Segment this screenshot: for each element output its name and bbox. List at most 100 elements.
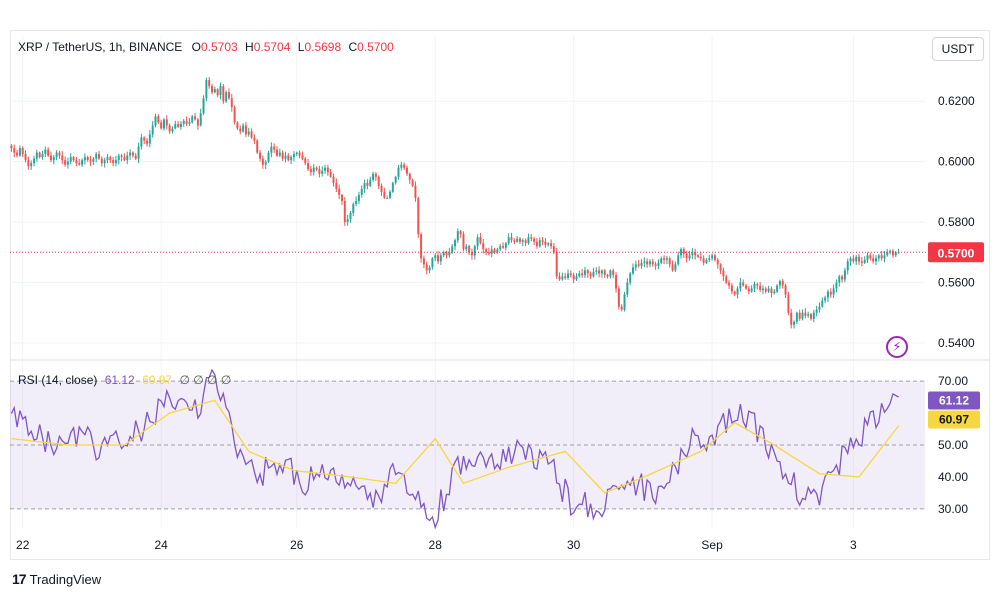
- candle-body: [665, 258, 668, 260]
- candle-body: [829, 291, 832, 295]
- candle: [318, 165, 321, 178]
- candle: [315, 166, 318, 172]
- candle-body: [98, 154, 100, 159]
- candle: [52, 154, 55, 165]
- candle-body: [21, 148, 24, 155]
- candle-body: [753, 283, 756, 289]
- candle-body: [24, 154, 27, 161]
- rsi-value: 61.12: [104, 373, 135, 387]
- candle-body: [72, 157, 75, 161]
- candle-body: [739, 282, 742, 289]
- candle-body: [617, 288, 620, 307]
- candle: [21, 146, 24, 157]
- candle-body: [309, 169, 312, 173]
- candle-body: [858, 256, 861, 262]
- candle-body: [592, 271, 595, 277]
- candle: [742, 279, 745, 287]
- candle: [301, 151, 304, 161]
- candle-body: [112, 160, 115, 164]
- candle: [216, 88, 219, 98]
- rsi-tick-label: 70.00: [938, 374, 968, 388]
- candle-body: [343, 200, 346, 223]
- candle-body: [810, 314, 812, 319]
- candle: [891, 249, 894, 258]
- candle-body: [47, 149, 50, 156]
- candle-body: [389, 191, 392, 198]
- candle: [470, 248, 473, 260]
- candle: [473, 244, 476, 260]
- candle: [860, 257, 863, 267]
- candle-body: [106, 157, 109, 161]
- candle-body: [264, 161, 267, 165]
- candle: [174, 120, 177, 130]
- candle-body: [643, 261, 646, 263]
- candle-body: [380, 185, 383, 192]
- candle: [889, 249, 892, 255]
- currency-button[interactable]: USDT: [932, 37, 984, 61]
- candle-body: [620, 306, 623, 310]
- candle: [609, 269, 612, 279]
- candle-body: [750, 288, 753, 292]
- candle: [230, 93, 233, 112]
- candle: [482, 238, 485, 254]
- rsi-title: RSI (14, close): [18, 373, 98, 387]
- candle-body: [561, 276, 564, 280]
- candle: [513, 238, 516, 245]
- candle: [869, 252, 872, 261]
- candle-body: [894, 252, 897, 256]
- candle-body: [468, 246, 471, 253]
- candle: [340, 193, 343, 205]
- candle-body: [824, 297, 827, 301]
- candle: [880, 250, 883, 261]
- candle: [448, 247, 451, 258]
- candle: [360, 185, 363, 198]
- candle: [829, 288, 832, 298]
- candle: [547, 242, 550, 247]
- candle-body: [346, 219, 349, 223]
- candle: [671, 260, 674, 272]
- candle: [58, 150, 61, 159]
- candle-body: [451, 246, 454, 253]
- candle: [106, 154, 109, 164]
- candle: [146, 138, 149, 147]
- candle: [600, 269, 603, 278]
- candle-body: [756, 283, 759, 286]
- candle: [425, 261, 428, 275]
- candle-body: [86, 157, 89, 161]
- candle: [309, 165, 312, 176]
- candle: [538, 237, 541, 248]
- open-label: O: [191, 40, 201, 54]
- candle: [377, 175, 380, 190]
- candle-body: [420, 234, 423, 259]
- candle: [160, 119, 163, 130]
- candle-body: [437, 255, 440, 262]
- candle: [843, 267, 846, 283]
- candle-body: [44, 149, 47, 155]
- candle-body: [259, 152, 262, 159]
- candle-body: [657, 262, 660, 266]
- close-label: C: [348, 40, 358, 54]
- candle-body: [411, 179, 414, 186]
- time-tick-label: 28: [429, 538, 443, 552]
- candle: [298, 150, 301, 159]
- candle-body: [64, 160, 67, 165]
- candle: [284, 151, 287, 163]
- candle: [778, 279, 781, 289]
- candle-body: [485, 249, 488, 253]
- candle-body: [569, 273, 572, 275]
- candle-body: [179, 123, 182, 127]
- candle-body: [177, 123, 180, 127]
- candle-body: [304, 158, 307, 164]
- candle-body: [253, 137, 256, 141]
- lightning-icon[interactable]: ⚡: [886, 336, 908, 358]
- candle-body: [95, 154, 98, 159]
- candle-body: [615, 274, 618, 289]
- candle: [533, 236, 536, 246]
- tradingview-logo[interactable]: 17 TradingView: [12, 571, 101, 587]
- candle-body: [383, 191, 386, 198]
- candle-body: [516, 238, 519, 242]
- candle-body: [550, 243, 553, 247]
- candle-body: [61, 155, 64, 161]
- candle-body: [872, 258, 875, 262]
